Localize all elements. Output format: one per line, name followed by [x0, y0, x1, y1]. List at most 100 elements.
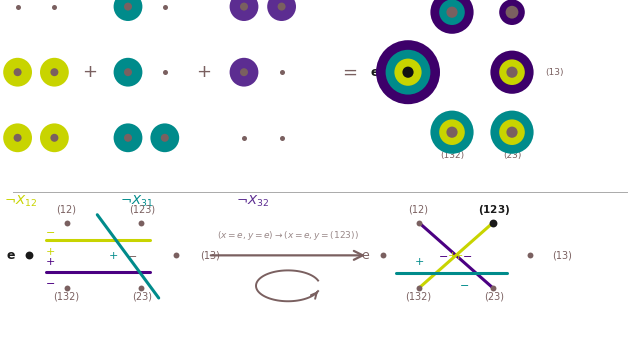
Text: $\mathbf{(123)}$: $\mathbf{(123)}$ — [478, 203, 510, 217]
Circle shape — [274, 0, 290, 15]
Circle shape — [3, 123, 32, 152]
Circle shape — [120, 130, 136, 146]
Circle shape — [114, 0, 143, 21]
Circle shape — [3, 58, 32, 87]
Circle shape — [430, 111, 474, 154]
Point — [136, 220, 146, 226]
Text: (132): (132) — [440, 151, 464, 160]
Text: $-$: $-$ — [438, 250, 448, 260]
Point — [239, 135, 249, 141]
Circle shape — [430, 0, 474, 34]
Point — [276, 135, 287, 141]
Text: $+$: $+$ — [45, 256, 56, 267]
Circle shape — [13, 134, 22, 142]
Circle shape — [161, 134, 169, 142]
Circle shape — [506, 127, 518, 138]
Text: $+$: $+$ — [414, 256, 424, 267]
Text: $+$: $+$ — [454, 250, 463, 261]
Circle shape — [124, 134, 132, 142]
Circle shape — [447, 7, 458, 18]
Text: (13): (13) — [200, 250, 220, 260]
Circle shape — [439, 119, 465, 145]
Circle shape — [385, 50, 430, 95]
Point — [414, 285, 424, 291]
Circle shape — [394, 58, 422, 86]
Point — [488, 285, 498, 291]
Circle shape — [230, 0, 259, 21]
Circle shape — [490, 50, 534, 94]
Point — [24, 252, 34, 258]
Point — [378, 252, 388, 258]
Text: $-$: $-$ — [45, 226, 56, 236]
Circle shape — [40, 58, 69, 87]
Circle shape — [124, 3, 132, 11]
Text: (123): (123) — [129, 205, 155, 215]
Circle shape — [268, 0, 296, 21]
Circle shape — [403, 66, 413, 78]
Point — [488, 220, 498, 226]
Text: $\neg X_{31}$: $\neg X_{31}$ — [120, 194, 153, 209]
Circle shape — [150, 123, 179, 152]
Text: $-$: $-$ — [127, 250, 138, 260]
Point — [62, 220, 72, 226]
Circle shape — [240, 3, 248, 11]
Circle shape — [120, 64, 136, 80]
Point — [525, 252, 535, 258]
Circle shape — [51, 134, 58, 142]
Circle shape — [51, 68, 58, 76]
Point — [414, 220, 424, 226]
Text: (12): (12) — [408, 205, 428, 215]
Circle shape — [13, 68, 22, 76]
Text: $(x=e,y=e) \rightarrow (x=e,y=(123))$: $(x=e,y=e) \rightarrow (x=e,y=(123))$ — [217, 229, 359, 241]
Circle shape — [506, 6, 518, 19]
Point — [160, 4, 170, 9]
Point — [276, 69, 287, 75]
Text: $\neg X_{12}$: $\neg X_{12}$ — [4, 194, 37, 209]
Text: (23): (23) — [132, 291, 152, 301]
Circle shape — [47, 64, 63, 80]
Circle shape — [40, 123, 69, 152]
Text: (132): (132) — [405, 291, 431, 301]
Circle shape — [240, 68, 248, 76]
Point — [49, 4, 60, 9]
Text: (12): (12) — [56, 205, 76, 215]
Point — [13, 4, 23, 9]
Text: $+$: $+$ — [82, 63, 97, 81]
Text: (13): (13) — [545, 68, 564, 77]
Circle shape — [47, 130, 63, 146]
Point — [62, 285, 72, 291]
Circle shape — [506, 66, 518, 78]
Text: (132): (132) — [53, 291, 79, 301]
Circle shape — [10, 64, 26, 80]
Text: e: e — [361, 249, 369, 262]
Circle shape — [447, 127, 458, 138]
Circle shape — [236, 64, 252, 80]
Text: $+$: $+$ — [45, 246, 56, 257]
Text: $-$: $-$ — [459, 278, 469, 289]
Point — [136, 285, 146, 291]
Circle shape — [236, 0, 252, 15]
Text: $+$: $+$ — [447, 250, 457, 261]
Circle shape — [490, 111, 534, 154]
Text: $+$: $+$ — [108, 250, 118, 261]
Circle shape — [10, 130, 26, 146]
Text: $\mathbf{e}$: $\mathbf{e}$ — [370, 66, 380, 79]
Circle shape — [114, 58, 143, 87]
Circle shape — [499, 60, 525, 85]
Circle shape — [376, 40, 440, 104]
Text: $\neg X_{32}$: $\neg X_{32}$ — [236, 194, 269, 209]
Text: (23): (23) — [503, 151, 521, 160]
Circle shape — [124, 68, 132, 76]
Circle shape — [120, 0, 136, 15]
Text: $-$: $-$ — [45, 277, 56, 287]
Circle shape — [278, 3, 285, 11]
Text: $-$: $-$ — [463, 250, 472, 260]
Circle shape — [230, 58, 259, 87]
Text: $=$: $=$ — [339, 63, 357, 81]
Point — [160, 69, 170, 75]
Point — [171, 252, 181, 258]
Text: $\mathbf{e}$: $\mathbf{e}$ — [6, 249, 16, 262]
Text: (23): (23) — [484, 291, 504, 301]
Circle shape — [499, 119, 525, 145]
Text: (13): (13) — [552, 250, 572, 260]
